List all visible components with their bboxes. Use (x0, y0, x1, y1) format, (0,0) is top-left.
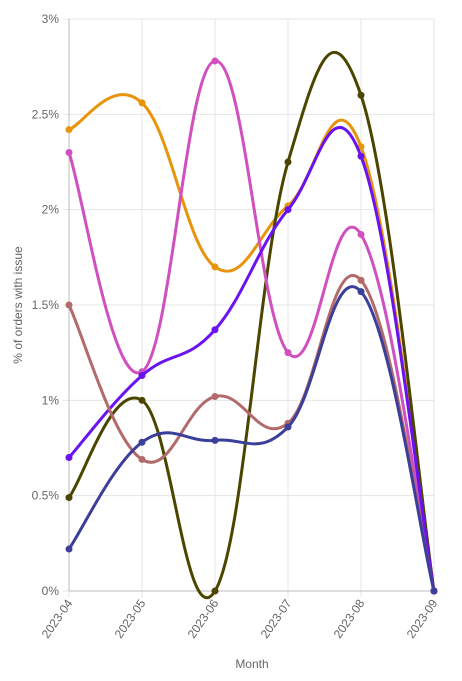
data-point[interactable] (138, 396, 146, 404)
data-point[interactable] (211, 57, 219, 65)
data-point[interactable] (138, 455, 146, 463)
data-point[interactable] (65, 148, 73, 156)
data-point[interactable] (211, 436, 219, 444)
y-tick-label: 0.5% (32, 489, 60, 503)
series-6 (65, 285, 438, 595)
data-point[interactable] (357, 230, 365, 238)
data-point[interactable] (138, 372, 146, 380)
data-point[interactable] (138, 99, 146, 107)
data-point[interactable] (284, 158, 292, 166)
series-2 (65, 51, 438, 600)
data-point[interactable] (211, 393, 219, 401)
x-tick-label: 2023-09 (404, 596, 441, 640)
series-group (65, 51, 438, 600)
data-point[interactable] (284, 349, 292, 357)
x-tick-label: 2023-07 (258, 596, 295, 640)
x-tick-label: 2023-08 (331, 596, 368, 640)
data-point[interactable] (138, 438, 146, 446)
data-point[interactable] (211, 587, 219, 595)
series-5 (65, 274, 438, 595)
data-point[interactable] (357, 152, 365, 160)
data-point[interactable] (357, 276, 365, 284)
x-tick-label: 2023-04 (39, 596, 76, 640)
y-tick-label: 1.5% (32, 298, 60, 312)
data-point[interactable] (357, 288, 365, 296)
x-tick-label: 2023-05 (112, 596, 149, 640)
data-point[interactable] (284, 206, 292, 214)
y-axis-title: % of orders with issue (11, 246, 25, 364)
data-point[interactable] (211, 326, 219, 334)
series-line (67, 274, 436, 593)
series-line (67, 51, 436, 600)
data-point[interactable] (65, 494, 73, 502)
data-point[interactable] (357, 91, 365, 99)
y-tick-label: 1% (42, 393, 60, 407)
x-tick-label: 2023-06 (185, 596, 222, 640)
y-tick-label: 0% (42, 584, 60, 598)
data-point[interactable] (65, 301, 73, 309)
data-point[interactable] (430, 587, 438, 595)
y-tick-label: 2.5% (32, 107, 60, 121)
data-point[interactable] (65, 126, 73, 134)
y-tick-label: 2% (42, 203, 60, 217)
x-axis-title: Month (235, 657, 268, 671)
data-point[interactable] (284, 423, 292, 431)
data-point[interactable] (211, 263, 219, 271)
y-tick-label: 3% (42, 12, 60, 26)
grid (63, 18, 435, 597)
data-point[interactable] (65, 545, 73, 553)
data-point[interactable] (65, 454, 73, 462)
series-line (67, 59, 436, 593)
